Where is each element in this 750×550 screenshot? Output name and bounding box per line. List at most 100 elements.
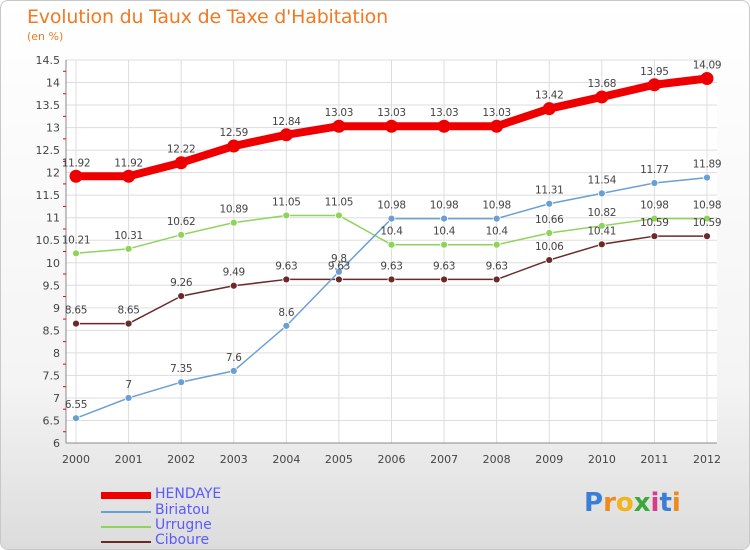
- data-point-biriatou: [387, 214, 396, 223]
- x-tick-label: 2008: [483, 453, 511, 466]
- data-point-hendaye: [647, 78, 661, 92]
- data-point-biriatou: [282, 321, 291, 330]
- x-tick-label: 2009: [535, 453, 563, 466]
- data-point-hendaye: [227, 139, 241, 153]
- data-label-hendaye: 11.92: [114, 157, 143, 169]
- data-point-biriatou: [229, 367, 238, 375]
- logo-letter: o: [615, 488, 634, 518]
- data-point-hendaye: [122, 169, 136, 183]
- data-label-hendaye: 13.42: [535, 90, 564, 102]
- data-label-hendaye: 13.03: [430, 107, 459, 119]
- data-point-urrugne: [72, 249, 80, 258]
- data-point-urrugne: [440, 240, 448, 249]
- data-label-biriatou: 7.6: [226, 352, 242, 364]
- legend-label-biriatou: Biriatou: [155, 502, 210, 518]
- y-tick-label: 12: [46, 167, 60, 180]
- x-tick-label: 2003: [220, 453, 248, 466]
- data-point-ciboure: [335, 275, 343, 284]
- data-point-biriatou: [177, 378, 186, 387]
- data-point-biriatou: [492, 214, 501, 223]
- data-label-biriatou: 10.98: [377, 200, 406, 212]
- data-label-ciboure: 10.06: [535, 241, 564, 253]
- y-tick-label: 8.5: [43, 324, 61, 337]
- data-point-ciboure: [124, 319, 133, 328]
- data-point-biriatou: [335, 267, 343, 276]
- data-point-ciboure: [492, 275, 501, 284]
- data-point-ciboure: [282, 275, 291, 284]
- data-point-hendaye: [490, 119, 504, 133]
- data-label-ciboure: 9.63: [275, 260, 297, 272]
- data-point-hendaye: [332, 119, 346, 133]
- data-label-urrugne: 10.4: [433, 226, 456, 238]
- data-label-urrugne: 11.05: [272, 196, 301, 208]
- data-point-hendaye: [279, 128, 293, 142]
- data-point-ciboure: [703, 232, 711, 241]
- logo-letter: i: [671, 488, 681, 518]
- data-point-biriatou: [440, 214, 448, 223]
- y-tick-label: 13.5: [36, 99, 61, 112]
- data-label-hendaye: 13.03: [377, 107, 406, 119]
- data-label-urrugne: 10.82: [588, 207, 617, 219]
- data-label-urrugne: 11.05: [325, 196, 354, 208]
- y-tick-label: 14.5: [36, 54, 61, 67]
- data-point-urrugne: [597, 221, 606, 230]
- data-point-biriatou: [124, 394, 133, 402]
- data-point-ciboure: [545, 256, 554, 264]
- data-point-ciboure: [387, 275, 396, 284]
- data-label-biriatou: 9.8: [331, 253, 347, 265]
- data-label-ciboure: 9.63: [433, 260, 455, 272]
- chart-title: Evolution du Taux de Taxe d'Habitation: [27, 6, 388, 28]
- x-tick-label: 2007: [430, 453, 458, 466]
- x-tick-label: 2006: [378, 453, 406, 466]
- logo-letter: x: [633, 488, 651, 518]
- data-label-ciboure: 9.49: [223, 267, 245, 279]
- data-point-biriatou: [597, 189, 606, 198]
- data-label-biriatou: 7: [125, 379, 131, 391]
- data-label-hendaye: 13.95: [640, 66, 669, 78]
- data-label-hendaye: 13.03: [325, 107, 354, 119]
- data-point-hendaye: [437, 119, 451, 133]
- y-tick-label: 7.5: [43, 369, 61, 382]
- legend-label-urrugne: Urrugne: [155, 517, 212, 533]
- data-label-biriatou: 8.6: [278, 307, 294, 319]
- data-point-urrugne: [650, 214, 659, 223]
- y-tick-label: 11: [46, 212, 60, 225]
- data-point-urrugne: [335, 211, 343, 220]
- data-label-urrugne: 10.98: [640, 200, 669, 212]
- data-point-biriatou: [650, 179, 659, 187]
- x-tick-label: 2000: [62, 453, 90, 466]
- data-point-biriatou: [545, 199, 554, 208]
- y-tick-label: 10: [46, 257, 60, 270]
- data-point-biriatou: [72, 414, 80, 423]
- y-tick-label: 9: [53, 302, 60, 315]
- y-tick-label: 14: [46, 77, 60, 90]
- data-point-hendaye: [700, 71, 714, 85]
- data-label-ciboure: 9.26: [170, 277, 193, 289]
- data-label-urrugne: 10.4: [380, 226, 403, 238]
- logo-letter: r: [603, 488, 616, 518]
- data-point-urrugne: [387, 240, 396, 249]
- x-tick-label: 2010: [588, 453, 616, 466]
- data-point-urrugne: [545, 229, 554, 237]
- y-tick-label: 9.5: [43, 279, 61, 292]
- data-label-biriatou: 6.55: [65, 399, 87, 411]
- data-label-ciboure: 8.65: [117, 305, 139, 317]
- data-label-urrugne: 10.31: [114, 230, 143, 242]
- data-label-urrugne: 10.98: [693, 200, 722, 212]
- logo-letter: t: [659, 488, 672, 518]
- y-tick-label: 7: [53, 392, 60, 405]
- x-tick-label: 2002: [167, 453, 195, 466]
- legend-swatch-urrugne: [101, 526, 151, 528]
- x-tick-label: 2004: [272, 453, 300, 466]
- data-point-ciboure: [650, 232, 659, 241]
- data-point-ciboure: [440, 275, 448, 284]
- data-label-ciboure: 9.63: [380, 260, 402, 272]
- y-tick-label: 12.5: [36, 144, 61, 157]
- y-tick-label: 6: [53, 437, 60, 450]
- legend-swatch-hendaye: [101, 492, 151, 499]
- data-label-ciboure: 10.59: [693, 217, 722, 229]
- data-label-biriatou: 11.77: [640, 164, 669, 176]
- data-label-hendaye: 12.84: [272, 116, 301, 128]
- data-label-biriatou: 10.98: [482, 200, 511, 212]
